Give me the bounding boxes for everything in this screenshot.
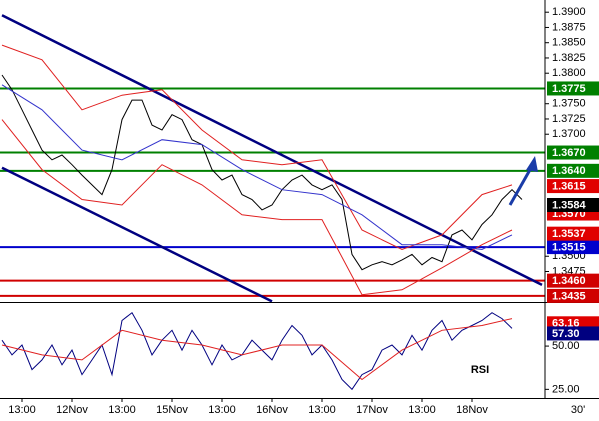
trend-line [1, 14, 543, 287]
price-label-box [547, 179, 599, 194]
forecast-arrow [508, 156, 538, 206]
price-label: 1.3537 [552, 228, 586, 240]
price-label-box [547, 288, 599, 303]
trend-line [1, 166, 273, 302]
price-panel [0, 14, 545, 302]
series-line [1, 44, 513, 251]
price-label: 1.3775 [552, 83, 586, 95]
price-label-box [547, 145, 599, 160]
series-line [1, 74, 523, 271]
price-label: 1.3615 [552, 180, 586, 192]
series-line [1, 318, 513, 381]
price-label-box [547, 326, 599, 341]
y-tick-label: 1.3725 [552, 113, 586, 125]
x-tick-label: 12Nov [56, 404, 88, 416]
x-tick-label: 13:00 [8, 404, 36, 416]
x-tick-label: 17Nov [356, 404, 388, 416]
series-line [1, 311, 513, 391]
x-tick-label: 13:00 [408, 404, 436, 416]
price-label: 1.3515 [552, 241, 586, 253]
y-tick-label: 1.3875 [552, 21, 586, 33]
arrow-shaft [508, 167, 533, 206]
x-tick-label: 13:00 [208, 404, 236, 416]
price-label: 1.3640 [552, 165, 586, 177]
series-line [1, 119, 513, 296]
arrow-head [526, 156, 538, 172]
price-label: 1.3670 [552, 147, 586, 159]
y-tick-label: 50.00 [552, 340, 580, 352]
axes [0, 0, 599, 399]
x-tick-label: 13:00 [308, 404, 336, 416]
y-tick-label: 25.00 [552, 383, 580, 395]
price-label-box [547, 226, 599, 241]
x-tick-label: 13:00 [108, 404, 136, 416]
price-label-box [547, 273, 599, 288]
price-label: 1.3584 [552, 199, 587, 211]
price-label-box [547, 240, 599, 255]
y-tick-label: 1.3750 [552, 98, 586, 110]
price-label: 1.3460 [552, 275, 586, 287]
price-label-box [547, 197, 599, 212]
y-tick-label: 1.3700 [552, 128, 586, 140]
price-label: 57.30 [552, 328, 580, 340]
y-tick-label: 1.3850 [552, 37, 586, 49]
x-tick-label: 18Nov [456, 404, 488, 416]
timeframe-label: 30' [571, 404, 585, 416]
x-tick-label: 16Nov [256, 404, 288, 416]
rsi-panel [1, 311, 513, 391]
y-tick-label: 1.3825 [552, 52, 586, 64]
y-tick-label: 1.3800 [552, 67, 586, 79]
y-tick-label: 1.3900 [552, 6, 586, 18]
x-tick-label: 15Nov [156, 404, 188, 416]
series-line [1, 84, 513, 251]
rsi-label: RSI [471, 364, 489, 376]
price-label-box [547, 81, 599, 96]
price-label: 1.3435 [552, 290, 586, 302]
price-label-box [547, 163, 599, 178]
